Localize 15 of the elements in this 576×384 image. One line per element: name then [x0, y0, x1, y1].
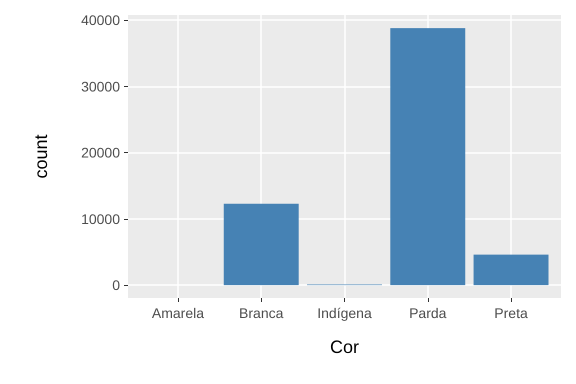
y-axis-title: count [31, 134, 51, 179]
x-tick-label: Branca [239, 305, 284, 321]
x-tick-label: Parda [409, 305, 447, 321]
x-tick-label: Amarela [152, 305, 204, 321]
y-tick-label: 30000 [81, 78, 120, 94]
y-tick-label: 40000 [81, 12, 120, 28]
x-tick-label: Indígena [317, 305, 372, 321]
bar [390, 28, 466, 286]
bar [224, 204, 299, 286]
x-axis-title: Cor [330, 337, 360, 357]
bar [474, 254, 549, 286]
y-tick-label: 10000 [81, 210, 120, 227]
x-tick-label: Preta [494, 305, 528, 321]
y-tick-label: 0 [112, 277, 120, 294]
y-tick-label: 20000 [81, 144, 120, 161]
